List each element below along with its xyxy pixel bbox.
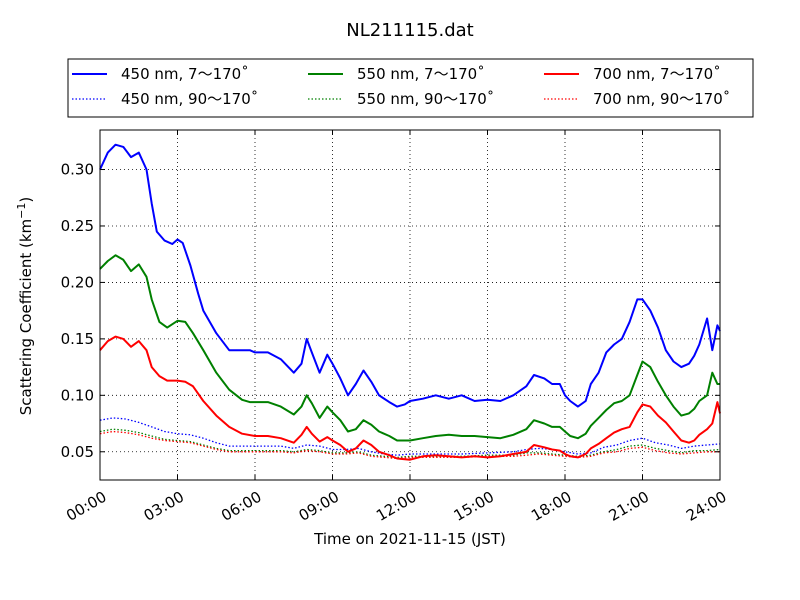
legend-label: 700 nm, 90～170˚ xyxy=(593,90,730,108)
legend-label: 550 nm, 7～170˚ xyxy=(357,65,485,83)
legend: 450 nm, 7～170˚ 450 nm, 90～170˚ 550 nm, 7～1… xyxy=(67,58,754,118)
x-tick-label: 21:00 xyxy=(606,488,652,525)
series-line xyxy=(99,417,721,456)
legend-label: 450 nm, 7～170˚ xyxy=(121,65,249,83)
series-line xyxy=(99,254,720,442)
grid xyxy=(100,130,720,480)
series-line xyxy=(99,143,721,408)
y-tick-label: 0.30 xyxy=(61,161,94,179)
plot-area xyxy=(99,143,721,461)
y-tick-label: 0.15 xyxy=(61,330,94,348)
legend-label: 550 nm, 90～170˚ xyxy=(357,90,494,108)
series-line xyxy=(99,430,720,460)
y-tick-label: 0.05 xyxy=(61,443,94,461)
legend-frame xyxy=(67,58,754,118)
chart-title: NL211115.dat xyxy=(346,20,473,41)
y-tick-label: 0.20 xyxy=(61,273,94,291)
legend-label: 450 nm, 90～170˚ xyxy=(121,90,258,108)
x-axis-label: Time on 2021-11-15 (JST) xyxy=(313,530,506,548)
x-tick-label: 18:00 xyxy=(528,488,574,525)
x-tick-label: 15:00 xyxy=(451,488,497,525)
x-tick-label: 24:00 xyxy=(683,488,729,525)
x-tick-label: 06:00 xyxy=(218,488,264,525)
x-tick-label: 03:00 xyxy=(141,488,187,525)
legend-label: 700 nm, 7～170˚ xyxy=(593,65,721,83)
series-line xyxy=(99,335,721,461)
y-tick-label: 0.25 xyxy=(61,217,94,235)
y-axis-label: Scattering Coefficient (km−1) xyxy=(15,197,35,416)
y-tick-label: 0.10 xyxy=(61,386,94,404)
x-tick-label: 00:00 xyxy=(63,488,109,525)
series-line xyxy=(99,428,721,459)
x-tick-label: 12:00 xyxy=(373,488,419,525)
x-tick-label: 09:00 xyxy=(296,488,342,525)
axis-ticks: 00:00 03:00 06:00 09:00 12:00 15:00 18:00 21:00… xyxy=(61,130,730,525)
